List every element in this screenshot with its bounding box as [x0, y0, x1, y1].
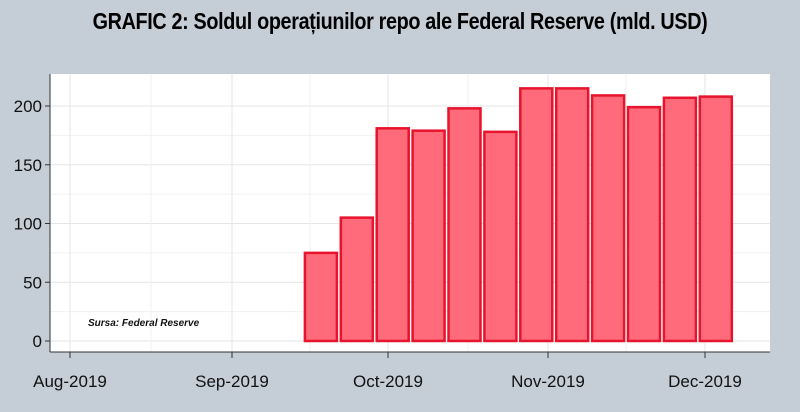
x-tick-label: Oct-2019 — [353, 372, 423, 391]
source-note: Sursa: Federal Reserve — [88, 318, 200, 329]
bar — [303, 251, 339, 343]
bar — [662, 96, 698, 343]
y-tick-label: 0 — [33, 332, 42, 351]
y-tick-label: 200 — [14, 97, 42, 116]
plot-area — [50, 74, 770, 352]
bar — [519, 87, 554, 343]
bars — [303, 87, 734, 343]
x-tick-label: Dec-2019 — [668, 372, 742, 391]
x-tick-label: Sep-2019 — [195, 372, 269, 391]
chart-title: GRAFIC 2: Soldul operațiunilor repo ale … — [92, 8, 708, 34]
bar — [554, 87, 590, 343]
bar — [447, 107, 482, 343]
y-tick-label: 150 — [14, 156, 42, 175]
bar — [339, 216, 375, 343]
grid-lines — [50, 74, 770, 352]
y-tick-label: 100 — [14, 215, 42, 234]
bar — [626, 105, 662, 343]
bar — [698, 95, 734, 343]
x-tick-label: Nov-2019 — [511, 372, 585, 391]
axes: 0 50 100 150 200 Aug-2019 Sep-2019 Oct-2019 Nov-… — [14, 74, 770, 391]
x-tick-label: Aug-2019 — [33, 372, 107, 391]
y-tick-label: 50 — [23, 273, 42, 292]
bar — [411, 129, 446, 343]
bar — [375, 127, 410, 343]
bar — [483, 130, 518, 343]
bar — [590, 94, 626, 343]
